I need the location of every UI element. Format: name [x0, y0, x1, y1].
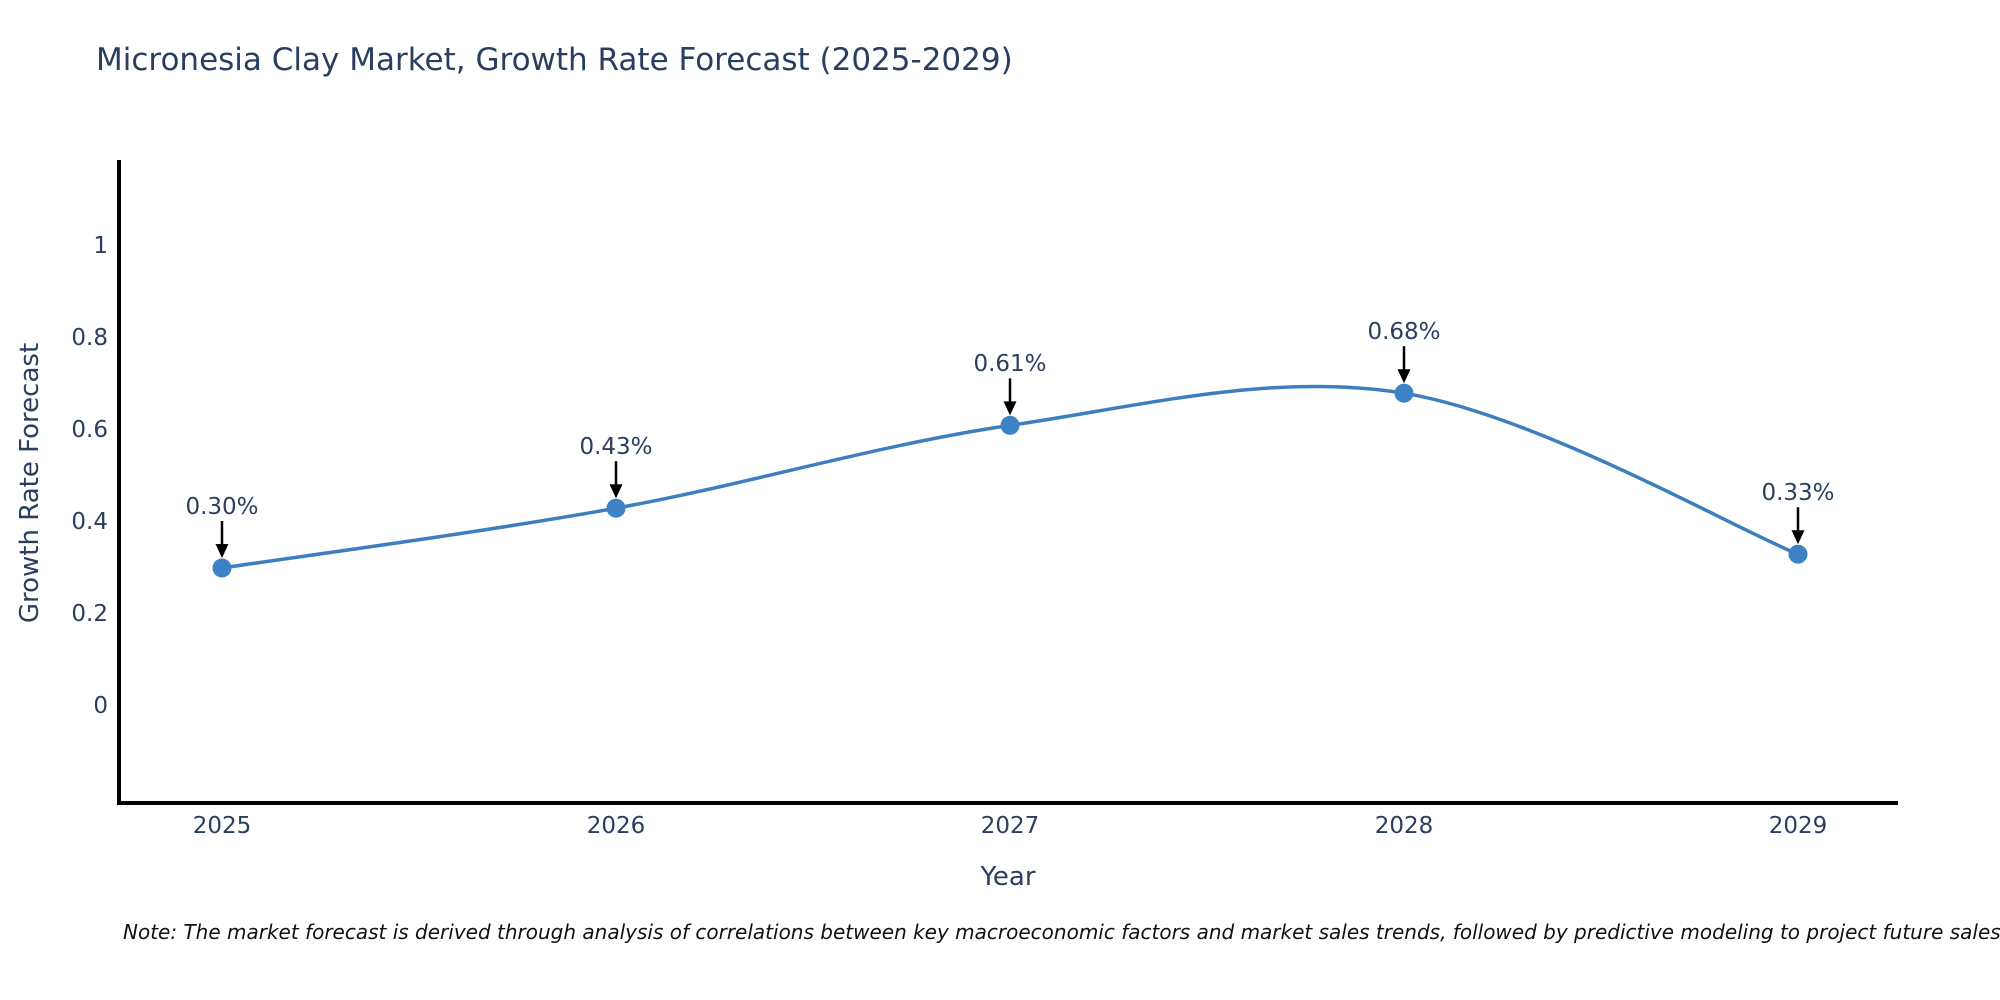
- annotation-arrow-head: [1003, 401, 1017, 416]
- x-axis-title: Year: [980, 862, 1036, 892]
- data-point-marker: [1788, 544, 1808, 564]
- x-tick-label: 2028: [1374, 813, 1434, 839]
- x-tick-label: 2029: [1768, 813, 1828, 839]
- point-annotation: 0.33%: [1761, 480, 1835, 507]
- x-tick-label: 2026: [586, 813, 646, 839]
- annotation-arrow-head: [1791, 530, 1805, 545]
- annotation-arrow-head: [215, 544, 229, 558]
- data-point-marker: [606, 498, 626, 518]
- y-tick-label: 0: [93, 693, 108, 719]
- chart-title: Micronesia Clay Market, Growth Rate Fore…: [96, 42, 1013, 78]
- y-tick-label: 0.2: [71, 601, 108, 627]
- data-point-marker: [1000, 415, 1020, 435]
- point-annotation: 0.68%: [1367, 319, 1441, 346]
- footnote: Note: The market forecast is derived thr…: [123, 920, 2000, 944]
- y-tick-label: 0.4: [71, 509, 108, 535]
- y-tick-label: 0.6: [71, 417, 108, 443]
- annotation-arrow-head: [1397, 369, 1411, 384]
- data-point-marker: [1394, 383, 1414, 403]
- data-point-marker: [212, 558, 232, 578]
- y-tick-label: 0.8: [71, 325, 108, 351]
- point-annotation: 0.43%: [579, 434, 653, 461]
- y-tick-label: 1: [93, 233, 108, 259]
- point-annotation: 0.61%: [973, 351, 1047, 378]
- x-tick-label: 2025: [192, 813, 252, 839]
- y-axis-title: Growth Rate Forecast: [15, 342, 45, 624]
- x-tick-label: 2027: [980, 813, 1040, 839]
- annotation-arrow-head: [609, 484, 623, 499]
- point-annotation: 0.30%: [185, 494, 259, 520]
